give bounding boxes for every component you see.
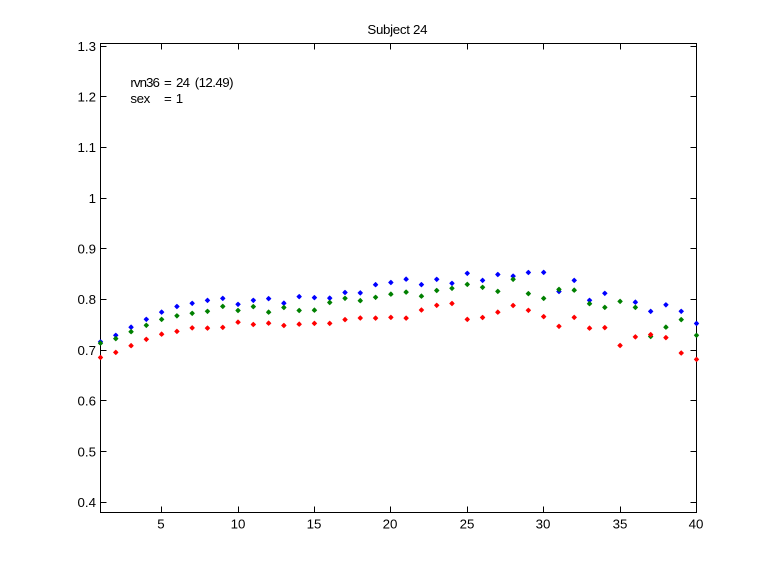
svg-text:1.2: 1.2 [78, 90, 97, 105]
svg-text:5: 5 [157, 517, 164, 532]
svg-text:1: 1 [89, 191, 96, 206]
svg-text:rvn36=24(12.49): rvn36 = 24 (12.49) [130, 75, 233, 90]
svg-text:0.5: 0.5 [78, 444, 97, 459]
svg-text:0.8: 0.8 [78, 292, 97, 307]
svg-text:30: 30 [536, 517, 551, 532]
svg-text:40: 40 [689, 517, 704, 532]
svg-text:25: 25 [460, 517, 475, 532]
svg-text:35: 35 [613, 517, 628, 532]
svg-text:1.3: 1.3 [78, 39, 97, 54]
svg-text:10: 10 [231, 517, 246, 532]
svg-text:20: 20 [383, 517, 398, 532]
svg-text:0.6: 0.6 [78, 394, 97, 409]
svg-text:15: 15 [307, 517, 322, 532]
svg-text:0.4: 0.4 [78, 495, 97, 510]
svg-text:Subject 24: Subject 24 [367, 22, 427, 37]
svg-text:1.1: 1.1 [78, 140, 97, 155]
svg-text:sex=1: sex = 1 [130, 91, 183, 106]
svg-text:0.7: 0.7 [78, 343, 97, 358]
svg-text:0.9: 0.9 [78, 242, 97, 257]
